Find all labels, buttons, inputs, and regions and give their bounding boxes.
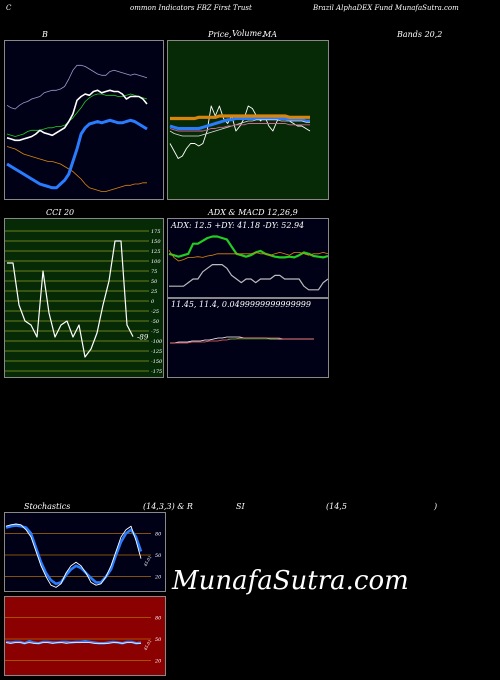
adx-readout: ADX: 12.5 +DY: 41.18 -DY: 52.94: [171, 221, 305, 230]
ma-title: MA: [263, 30, 277, 39]
bands-title: Bands 20,2: [397, 30, 443, 39]
cci-tick-label: 25: [150, 289, 157, 295]
adx-series-0: [168, 235, 328, 259]
cci-title: CCI 20: [46, 208, 75, 217]
bollinger-series-2: [6, 89, 148, 142]
cci-chart: 175 150 125 100 75 50 25 0 -25 -50 -75 -100 -125 -150…: [5, 229, 163, 375]
watermark: MunafaSutra.com: [172, 566, 409, 596]
price-ma-series-1: [169, 117, 310, 130]
cci-tick-label: -175: [151, 369, 162, 375]
bollinger-chart: [6, 64, 148, 192]
header-middle: ommon Indicators FBZ First Trust: [130, 4, 252, 12]
cci-tick-label: 175: [151, 229, 161, 235]
bollinger-series-3: [6, 118, 148, 190]
header-right: Brazil AlphaDEX Fund MunafaSutra.com: [313, 4, 459, 12]
stoch-tick-label: 20: [154, 575, 162, 581]
header-left: C: [6, 4, 12, 12]
cci-tick-label: 100: [151, 259, 161, 265]
bollinger-series-0: [6, 146, 147, 192]
cci-tick-label: 50: [151, 279, 158, 285]
cci-panel: 175 150 125 100 75 50 25 0 -25 -50 -75 -100 -125 -150…: [4, 218, 164, 378]
cci-tick-label: 125: [151, 249, 161, 255]
bollinger-series-4: [6, 64, 148, 110]
cci-tick-label: 150: [151, 239, 161, 245]
rsi-signal-line: [5, 642, 141, 644]
rsi-tick-label: 20: [154, 659, 162, 665]
rsi-tick-label: 80: [155, 615, 162, 621]
rsi-tick-label: 50: [155, 637, 162, 643]
price-title: Price,: [208, 30, 232, 39]
cci-tick-label: -75: [151, 329, 159, 335]
adx-macd-title: ADX & MACD 12,26,9: [208, 208, 298, 217]
rsi-chart: 80 50 20 45.01: [5, 615, 162, 665]
adx-series-1: [168, 249, 328, 262]
volume-title: Volume,: [232, 29, 265, 38]
adx-panel: ADX: 12.5 +DY: 41.18 -DY: 52.94: [167, 218, 329, 298]
price-ma-panel: [167, 40, 329, 200]
stoch-title: Stochastics: [24, 502, 71, 511]
adx-chart: [168, 235, 328, 291]
rsi-title: SI: [236, 502, 245, 511]
rsi-params: (14,5: [326, 502, 347, 511]
cci-tick-label: -25: [151, 309, 159, 315]
macd-chart: [170, 336, 314, 344]
macd-panel: 11.45, 11.4, 0.0499999999999999: [167, 298, 329, 378]
stoch-slow-line: [5, 524, 143, 586]
stochastics-panel: 80 50 20 45.01: [4, 512, 166, 592]
bollinger-title: B: [42, 30, 48, 39]
cci-tick-label: 75: [151, 269, 157, 275]
stoch-params: (14,3,3) & R: [143, 502, 193, 511]
cci-tick-label: 0: [151, 299, 155, 305]
cci-tick-label: -125: [151, 349, 162, 355]
rsi-close: ): [434, 502, 438, 511]
cci-tick-label: -100: [151, 339, 163, 345]
stoch-tick-label: 80: [155, 531, 162, 537]
stochastics-chart: 80 50 20 45.01: [5, 523, 162, 588]
bollinger-panel: [4, 40, 164, 200]
stoch-fast-line: [5, 523, 142, 588]
cci-tick-label: -50: [151, 319, 160, 325]
stoch-last-label: 45.01: [142, 555, 153, 568]
stoch-tick-label: 50: [155, 553, 162, 559]
rsi-last-label: 45.01: [142, 639, 153, 652]
macd-series-1: [170, 337, 314, 344]
price-ma-series-3: [169, 119, 310, 137]
price-ma-chart: [169, 105, 311, 159]
price-ma-series-0: [169, 105, 311, 159]
cci-tick-label: -150: [151, 359, 163, 365]
adx-series-2: [169, 263, 328, 291]
cci-line: [7, 240, 134, 358]
price-ma-series-2: [170, 114, 310, 121]
macd-readout: 11.45, 11.4, 0.0499999999999999: [171, 300, 311, 309]
price-ma-series-4: [169, 123, 310, 132]
rsi-panel: 80 50 20 45.01: [4, 596, 166, 676]
cci-last-label: -89: [137, 334, 149, 342]
